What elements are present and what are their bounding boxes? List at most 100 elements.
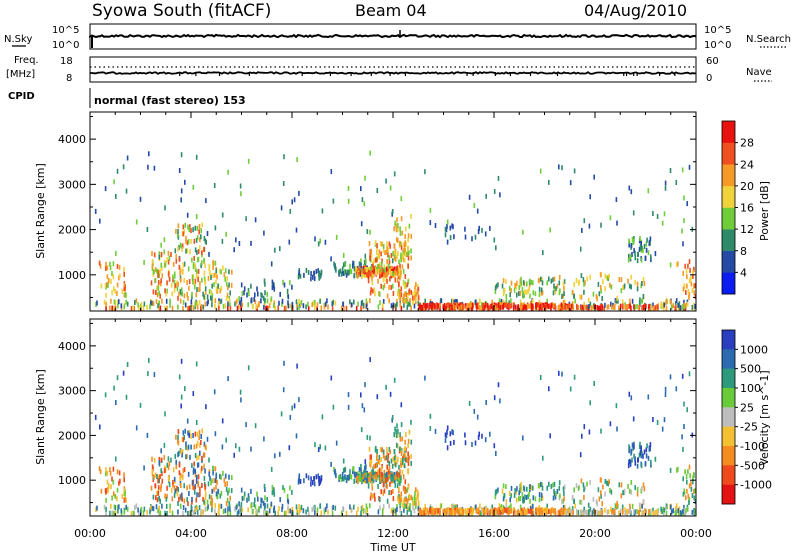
echo-point	[381, 477, 383, 483]
echo-point	[263, 304, 265, 310]
echo-point	[399, 446, 401, 452]
echo-point	[393, 471, 395, 477]
echo-point	[310, 476, 312, 482]
echo-point	[542, 455, 544, 461]
echo-point	[283, 154, 285, 160]
echo-point	[464, 234, 467, 240]
echo-point	[220, 474, 222, 480]
echo-point	[379, 505, 381, 511]
echo-point	[393, 243, 396, 249]
echo-point	[134, 505, 136, 511]
colorbar-tick-label: 1000	[740, 343, 768, 356]
echo-point	[204, 286, 207, 292]
echo-point	[526, 508, 528, 514]
echo-point	[182, 430, 185, 436]
echo-point	[183, 261, 186, 267]
echo-point	[295, 299, 298, 305]
echo-point	[316, 507, 319, 513]
echo-point	[148, 357, 150, 363]
echo-point	[140, 506, 143, 512]
echo-point	[123, 472, 125, 478]
echo-point	[518, 285, 520, 291]
echo-point	[225, 231, 227, 237]
echo-point	[380, 283, 382, 289]
echo-point	[332, 404, 335, 410]
echo-point	[475, 508, 478, 514]
echo-point	[563, 484, 566, 490]
echo-point	[151, 469, 154, 474]
echo-point	[179, 267, 182, 273]
echo-point	[495, 451, 497, 456]
echo-point	[260, 292, 262, 298]
echo-point	[341, 471, 344, 477]
echo-point	[166, 305, 168, 311]
echo-point	[661, 220, 664, 226]
echo-point	[344, 467, 346, 473]
echo-point	[263, 278, 266, 284]
echo-point	[643, 509, 645, 515]
echo-point	[404, 439, 406, 445]
echo-point	[142, 305, 145, 311]
echo-point	[494, 494, 497, 500]
echo-point	[226, 497, 229, 503]
echo-point	[364, 253, 367, 259]
echo-point	[251, 304, 254, 310]
echo-point	[195, 214, 198, 220]
echo-point	[471, 236, 473, 242]
echo-point	[596, 305, 598, 310]
echo-point	[382, 477, 385, 483]
echo-point	[360, 221, 363, 227]
echo-point	[661, 426, 664, 432]
echo-point	[552, 482, 554, 488]
echo-point	[410, 305, 412, 311]
echo-point	[645, 241, 648, 247]
echo-point	[115, 193, 117, 199]
echo-point	[546, 503, 548, 509]
echo-point	[256, 508, 258, 514]
echo-point	[135, 219, 138, 225]
echo-point	[404, 446, 406, 451]
echo-point	[620, 482, 623, 488]
colorbar-tick-label: 100	[740, 382, 761, 395]
echo-point	[363, 407, 366, 413]
echo-point	[685, 474, 688, 479]
echo-point	[279, 246, 281, 252]
echo-point	[600, 288, 602, 294]
echo-point	[669, 168, 672, 173]
echo-point	[449, 431, 452, 437]
echo-point	[180, 403, 182, 409]
echo-point	[373, 269, 375, 275]
echo-point	[215, 272, 217, 278]
echo-point	[682, 476, 684, 482]
echo-point	[510, 280, 513, 286]
freq-tick-top: 18	[60, 56, 73, 67]
echo-point	[396, 277, 399, 283]
echo-point	[186, 212, 189, 218]
echo-point	[404, 274, 407, 279]
echo-point	[199, 450, 201, 456]
echo-point	[209, 270, 211, 276]
echo-point	[161, 273, 164, 279]
echo-point	[180, 495, 182, 501]
echo-point	[567, 303, 569, 309]
echo-point	[410, 439, 413, 445]
echo-point	[400, 272, 402, 278]
echo-point	[314, 305, 316, 311]
echo-point	[227, 285, 229, 291]
echo-point	[468, 400, 471, 406]
echo-point	[173, 271, 176, 277]
nsearch-label: N.Search	[746, 34, 791, 45]
echo-point	[157, 280, 160, 285]
echo-point	[590, 305, 592, 311]
echo-point	[540, 290, 543, 296]
echo-point	[126, 362, 129, 367]
echo-point	[396, 471, 398, 477]
echo-point	[406, 509, 409, 515]
echo-point	[522, 485, 525, 491]
echo-point	[675, 506, 677, 512]
echo-point	[390, 270, 392, 276]
colorbar-swatch	[722, 142, 735, 165]
echo-point	[589, 506, 592, 512]
echo-point	[497, 302, 499, 308]
echo-point	[570, 303, 573, 309]
